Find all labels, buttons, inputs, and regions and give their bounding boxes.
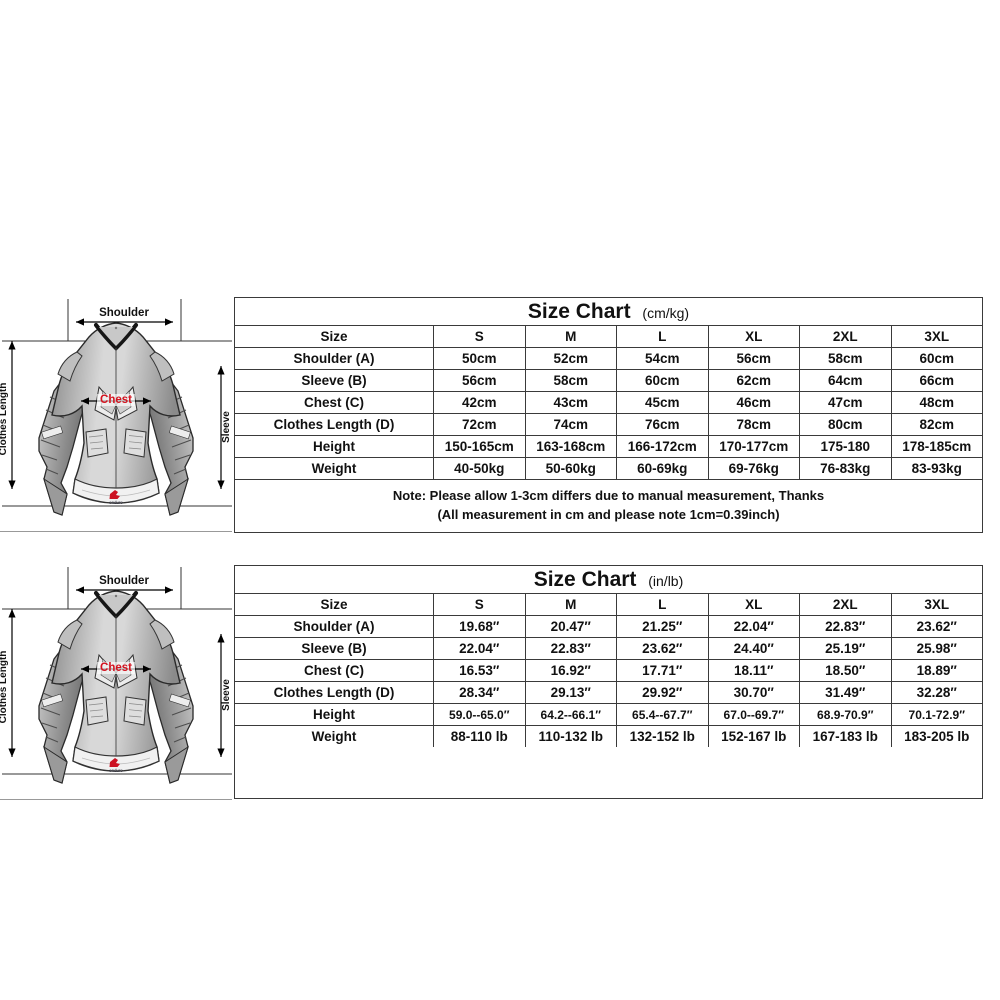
svg-text:Clothes Length: Clothes Length [0, 383, 9, 456]
svg-text:Shoulder: Shoulder [99, 307, 149, 319]
svg-text:Chest: Chest [100, 394, 132, 406]
svg-text:enduro: enduro [109, 500, 123, 505]
svg-text:Shoulder: Shoulder [99, 575, 149, 587]
svg-text:Sleeve: Sleeve [221, 679, 232, 711]
svg-text:Sleeve: Sleeve [221, 411, 232, 443]
svg-text:Clothes Length: Clothes Length [0, 651, 9, 724]
svg-text:Chest: Chest [100, 662, 132, 674]
svg-text:enduro: enduro [109, 768, 123, 773]
